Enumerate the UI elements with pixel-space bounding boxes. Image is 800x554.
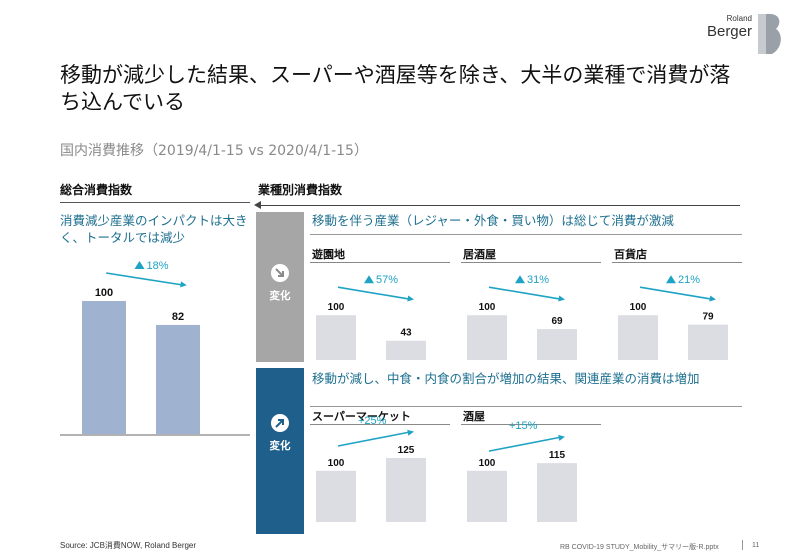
data-label: 100 — [328, 458, 345, 469]
change-arrow-head — [558, 295, 565, 302]
chart-title-department-store: 百貨店 — [614, 248, 647, 261]
supermarket-chart: 100 125 +25% — [316, 415, 426, 522]
delta-triangle-icon — [364, 275, 374, 284]
liquor-store-rule — [461, 424, 601, 425]
change-arrow — [337, 286, 411, 300]
liquor-store-chart: 100 115 +15% — [467, 420, 577, 522]
data-label: 69 — [551, 316, 563, 327]
delta-triangle-icon — [515, 275, 525, 284]
bar — [316, 315, 356, 360]
bar — [537, 463, 577, 522]
change-label: +25% — [358, 415, 387, 427]
source-note: Source: JCB消費NOW, Roland Berger — [60, 541, 197, 550]
amusement-park-chart: 100 43 57% — [316, 274, 426, 360]
chart-title-izakaya: 居酒屋 — [463, 248, 496, 261]
change-arrow — [337, 431, 411, 447]
supermarket-rule — [310, 424, 450, 425]
decrease-panel-rule — [310, 234, 742, 235]
bar — [688, 324, 728, 360]
change-label: +15% — [509, 420, 538, 432]
footer-filename: RB COVID-19 STUDY_Mobility_サマリー版-R.pptx — [560, 544, 719, 551]
data-label: 43 — [400, 328, 412, 339]
logo-main-text: Berger — [706, 23, 752, 40]
total-index-note: 消費減少産業のインパクトは大きく、トータルでは減少 — [60, 213, 248, 245]
change-arrow — [488, 436, 562, 452]
change-arrow-head — [180, 281, 187, 288]
change-label: 18% — [147, 260, 169, 272]
total-index-heading: 総合消費指数 — [60, 183, 133, 197]
page-title: 移動が減少した結果、スーパーや酒屋等を除き、大半の業種で消費が落ち込んでいる — [60, 63, 731, 114]
data-label: 115 — [549, 450, 566, 461]
bar — [386, 340, 426, 360]
decrease-badge: 変化 — [269, 290, 291, 302]
change-arrow-head — [709, 295, 716, 302]
increase-panel-heading: 移動が減し、中食・内食の割合が増加の結果、関連産業の消費は増加 — [312, 371, 700, 386]
change-arrow-head — [407, 295, 414, 302]
page-number: 11 — [752, 542, 760, 549]
page-subtitle: 国内消費推移（2019/4/1-15 vs 2020/4/1-15） — [60, 143, 368, 159]
change-arrow-head — [558, 434, 565, 441]
category-index-heading: 業種別消費指数 — [258, 183, 343, 197]
data-label: 82 — [172, 311, 184, 323]
decrease-panel-heading: 移動を伴う産業（レジャー・外食・買い物）は総じて消費が激減 — [312, 213, 674, 228]
increase-badge: 変化 — [269, 440, 291, 452]
chart-title-supermarket: スーパーマーケット — [312, 410, 411, 423]
logo-small-text: Roland — [726, 14, 752, 23]
category-index-rule — [258, 205, 740, 206]
data-label: 100 — [95, 287, 113, 299]
trend-down-icon — [271, 264, 289, 282]
logo-b-mark-icon — [758, 14, 781, 54]
department-store-chart: 100 79 21% — [618, 274, 728, 360]
bar — [467, 315, 507, 360]
bar — [618, 315, 658, 360]
data-label: 100 — [479, 458, 496, 469]
increase-panel-rule — [310, 406, 742, 407]
change-label: 31% — [527, 274, 549, 286]
data-label: 100 — [479, 302, 496, 313]
data-label: 100 — [630, 302, 647, 313]
bar — [467, 470, 507, 522]
increase-band: 変化 — [256, 368, 304, 534]
chart-title-liquor-store: 酒屋 — [463, 410, 485, 423]
bar — [386, 458, 426, 522]
chart-title-amusement-park: 遊園地 — [312, 248, 345, 261]
change-label: 57% — [376, 274, 398, 286]
izakaya-rule — [461, 262, 601, 263]
data-label: 100 — [328, 302, 345, 313]
decrease-band: 変化 — [256, 212, 304, 362]
data-label: 125 — [398, 445, 415, 456]
change-arrow — [106, 272, 183, 286]
delta-triangle-icon — [666, 275, 676, 284]
change-arrow — [639, 286, 713, 300]
data-label: 79 — [702, 312, 714, 323]
bar — [156, 324, 200, 434]
change-label: 21% — [678, 274, 700, 286]
bar — [82, 301, 126, 434]
trend-up-icon — [271, 414, 289, 432]
total-consumption-chart: 100 82 18% — [60, 260, 250, 436]
change-arrow-head — [407, 429, 414, 436]
change-arrow — [488, 286, 562, 300]
roland-berger-logo: Roland Berger — [700, 14, 790, 54]
bar — [316, 470, 356, 522]
amusement-park-rule — [310, 262, 450, 263]
department-store-rule — [612, 262, 742, 263]
izakaya-chart: 100 69 31% — [467, 274, 577, 360]
delta-triangle-icon — [134, 261, 145, 269]
total-index-rule — [60, 202, 250, 203]
footer-divider — [742, 540, 743, 550]
arrow-left-icon — [254, 201, 261, 209]
bar — [537, 329, 577, 360]
